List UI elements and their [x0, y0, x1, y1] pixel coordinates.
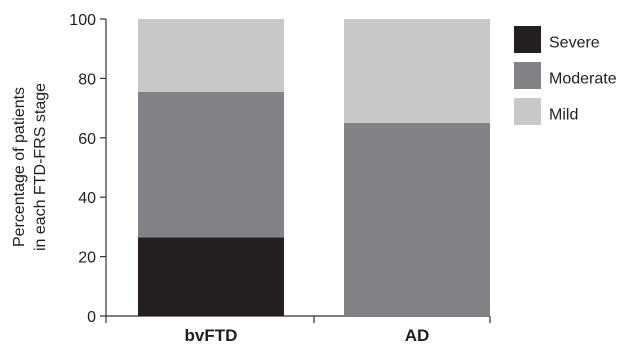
bar-bvftd-moderate: [138, 91, 284, 238]
legend-label-mild: Mild: [549, 107, 578, 124]
legend-swatch-mild: [514, 98, 541, 125]
legend-swatch-moderate: [514, 62, 541, 89]
bar-bvftd-mild: [138, 19, 284, 92]
y-tick-label: 40: [78, 190, 96, 207]
bar-bvftd-severe: [138, 237, 284, 316]
y-tick-label: 100: [69, 12, 96, 29]
y-tick-label: 60: [78, 131, 96, 148]
y-axis-ticks: 0 20 40 60 80 100: [69, 12, 106, 326]
x-category-label: AD: [405, 326, 430, 345]
y-tick-label: 20: [78, 250, 96, 267]
y-tick-label: 0: [87, 309, 96, 326]
y-axis-title: Percentage of patients in each FTD-FRS st…: [11, 83, 49, 251]
bar-ad-moderate: [344, 122, 490, 316]
legend-label-moderate: Moderate: [549, 71, 617, 88]
bars: [138, 19, 490, 316]
legend: Severe Moderate Mild: [514, 26, 617, 125]
legend-label-severe: Severe: [549, 35, 600, 52]
y-axis-title-line-1: Percentage of patients: [11, 87, 28, 247]
y-tick-label: 80: [78, 71, 96, 88]
x-axis-categories: bvFTD AD: [185, 326, 430, 345]
bar-ad-mild: [344, 19, 490, 123]
legend-swatch-severe: [514, 26, 541, 53]
x-category-label: bvFTD: [185, 326, 238, 345]
y-axis-title-line-2: in each FTD-FRS stage: [32, 83, 49, 251]
y-axis-label: Percentage of patients in each FTD-FRS st…: [11, 83, 49, 251]
